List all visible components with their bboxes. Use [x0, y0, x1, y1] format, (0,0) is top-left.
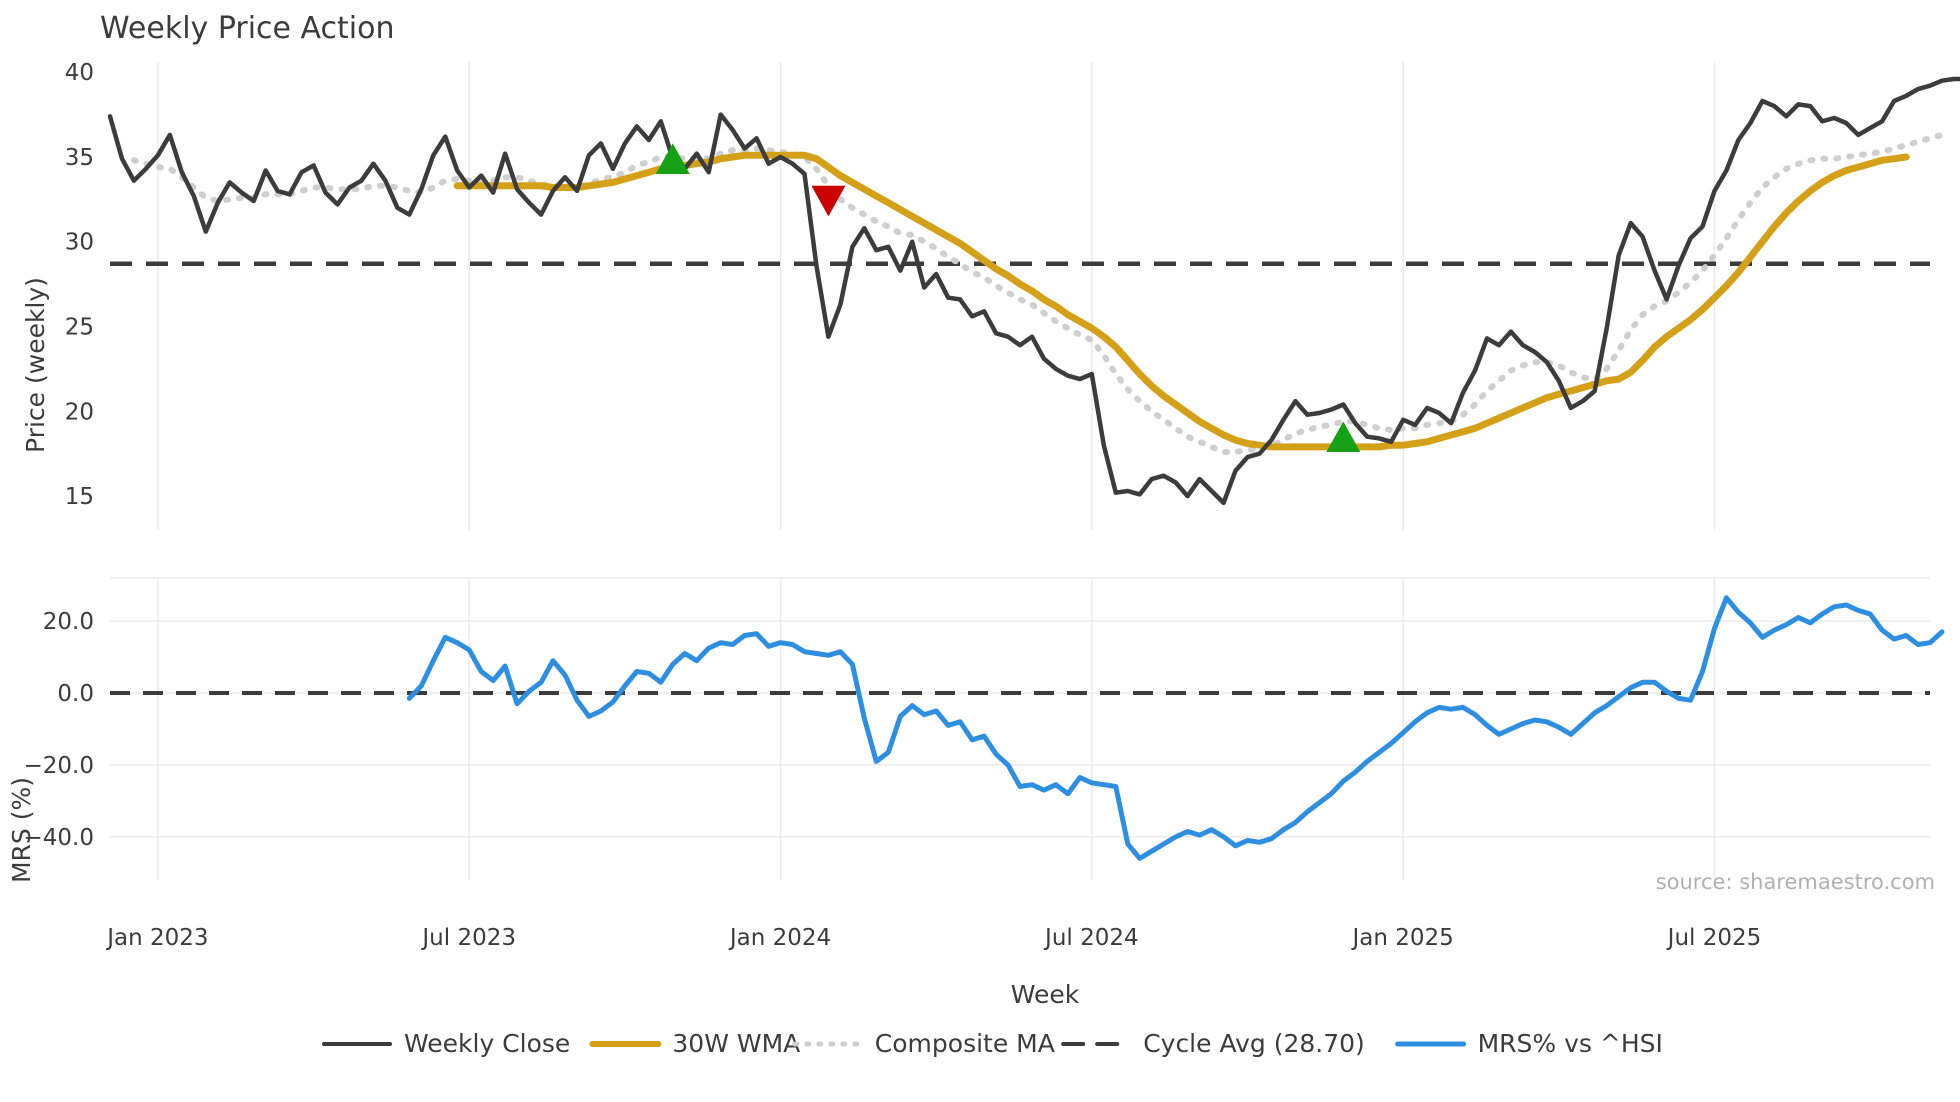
x-axis-label: Week — [1011, 980, 1080, 1009]
xtick-label-4: Jan 2025 — [1351, 925, 1454, 951]
x-axis-ticks: Jan 2023 Jul 2023 Jan 2024 Jul 2024 Jan 2025… — [105, 925, 1761, 951]
price-ytick-label-4: 20 — [65, 399, 94, 425]
xtick-label-5: Jul 2025 — [1666, 925, 1762, 951]
price-ytick-label-5: 15 — [65, 484, 94, 510]
legend-item-30w-wma[interactable]: 30W WMA — [589, 1029, 800, 1058]
signal-markers — [655, 143, 1361, 453]
xtick-label-2: Jan 2024 — [728, 925, 831, 951]
legend-label-4: MRS% vs ^HSI — [1478, 1029, 1663, 1058]
legend-label-2: Composite MA — [875, 1029, 1055, 1058]
legend-item-cycle-avg-28-70[interactable]: Cycle Avg (28.70) — [1061, 1029, 1365, 1058]
xtick-label-3: Jul 2024 — [1043, 925, 1139, 951]
sell-signal-marker-1 — [811, 185, 846, 217]
xtick-label-1: Jul 2023 — [420, 925, 516, 951]
buy-signal-marker-0 — [655, 143, 690, 174]
buy-signal-marker-2 — [1326, 421, 1361, 453]
mrs-ytick-label-1: 0.0 — [57, 681, 94, 707]
series-composite-ma — [130, 131, 1945, 455]
chart-legend: Weekly Close 30W WMA Composite MA Cycle Avg… — [322, 1029, 1663, 1058]
price-ytick-label-1: 35 — [65, 145, 94, 171]
series-mrs-vs-hsi — [406, 595, 1945, 861]
legend-item-weekly-close[interactable]: Weekly Close — [322, 1029, 570, 1058]
mrs-y-axis-ticks: 20.0 0.0 −20.0 −40.0 — [24, 609, 94, 851]
mrs-ytick-label-0: 20.0 — [43, 609, 94, 635]
mrs-ytick-label-3: −40.0 — [24, 825, 94, 851]
price-y-axis-label: Price (weekly) — [21, 277, 50, 453]
source-watermark: source: sharemaestro.com — [1656, 870, 1935, 894]
series-weekly-close — [107, 76, 1960, 506]
price-ytick-label-0: 40 — [65, 60, 94, 86]
legend-item-mrs-vs-hsi[interactable]: MRS% vs ^HSI — [1395, 1029, 1663, 1058]
legend-label-1: 30W WMA — [672, 1029, 800, 1058]
price-ytick-label-3: 25 — [65, 315, 94, 341]
mrs-y-axis-label: MRS (%) — [7, 777, 36, 883]
price-y-axis-ticks: 40 35 30 25 20 15 — [65, 60, 94, 510]
chart-title: Weekly Price Action — [100, 11, 395, 46]
price-ytick-label-2: 30 — [65, 230, 94, 256]
legend-item-composite-ma[interactable]: Composite MA — [792, 1029, 1055, 1058]
legend-label-0: Weekly Close — [404, 1029, 570, 1058]
mrs-ytick-label-2: −20.0 — [24, 753, 94, 779]
xtick-label-0: Jan 2023 — [105, 925, 208, 951]
series-layer — [107, 76, 1960, 861]
series-30w-wma — [453, 151, 1910, 451]
legend-label-3: Cycle Avg (28.70) — [1143, 1029, 1365, 1058]
